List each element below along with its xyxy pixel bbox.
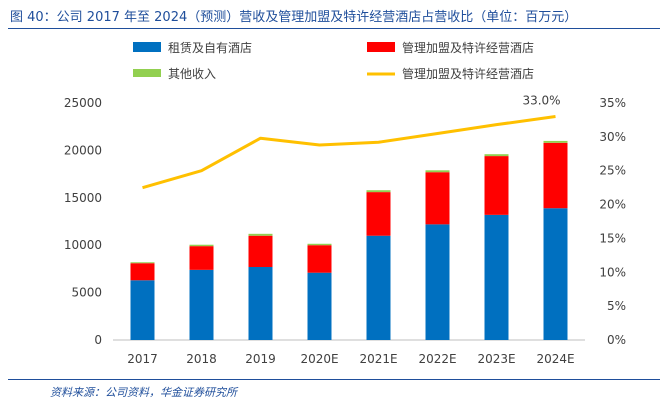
left-axis-tick-label: 20000: [64, 143, 102, 157]
bar-managed: [484, 156, 509, 215]
bar-other: [130, 262, 155, 264]
bar-leased: [543, 208, 568, 340]
bar-leased: [307, 272, 332, 340]
bar-managed: [425, 172, 450, 225]
bar-managed: [189, 246, 214, 270]
bar-other: [248, 233, 273, 236]
bar-managed: [543, 142, 568, 209]
source-note: 资料来源：公司资料，华金证券研究所: [50, 386, 237, 399]
x-axis-tick-label: 2019: [245, 352, 276, 366]
left-axis-tick-label: 15000: [64, 191, 102, 205]
left-axis-tick-label: 5000: [71, 286, 102, 300]
bar-managed: [248, 235, 273, 268]
ratio-line: [142, 115, 556, 190]
legend-swatch-other: [133, 69, 161, 77]
bar-other: [189, 244, 214, 247]
chart-title: 图 40：公司 2017 年至 2024（预测）营收及管理加盟及特许经营酒店占营…: [10, 10, 578, 25]
title-divider: [8, 28, 660, 29]
right-axis-tick-label: 35%: [599, 96, 626, 110]
bar-leased: [130, 280, 155, 340]
left-axis-tick-label: 0: [94, 333, 102, 347]
right-axis-tick-label: 20%: [599, 198, 626, 212]
bar-leased: [248, 267, 273, 340]
bar-managed: [366, 192, 391, 236]
x-axis-tick-label: 2021E: [359, 352, 397, 366]
bar-leased: [425, 224, 450, 340]
x-axis-tick-label: 2020E: [300, 352, 338, 366]
x-axis-tick-label: 2022E: [418, 352, 456, 366]
x-axis-tick-label: 2018: [186, 352, 217, 366]
right-axis-tick-label: 30%: [599, 130, 626, 144]
x-axis-tick-label: 2017: [127, 352, 158, 366]
bar-leased: [189, 269, 214, 340]
bar-other: [366, 190, 391, 193]
right-axis-tick-label: 10%: [599, 265, 626, 279]
left-axis-tick-label: 10000: [64, 238, 102, 252]
x-axis-tick-label: 2024E: [536, 352, 574, 366]
right-axis-tick-label: 0%: [607, 333, 626, 347]
bar-other: [425, 170, 450, 173]
left-axis-tick-label: 25000: [64, 96, 102, 110]
legend-label-leased: 租赁及自有酒店: [168, 41, 252, 55]
chart-marks: 0 5000 10000 15000 20000 25000 0% 5% 10% 15% 20% 25…: [64, 94, 626, 366]
legend-swatch-managed: [367, 42, 395, 52]
bar-managed: [307, 245, 332, 273]
legend-label-managed: 管理加盟及特许经营酒店: [402, 40, 534, 55]
bar-managed: [130, 263, 155, 281]
bar-other: [543, 140, 568, 143]
bar-leased: [484, 214, 509, 340]
data-label: 33.0%: [522, 94, 560, 108]
source-divider: [8, 379, 660, 380]
legend: 租赁及自有酒店 管理加盟及特许经营酒店 其他收入 管理加盟及特许经营酒店: [133, 40, 534, 81]
bar-other: [307, 243, 332, 246]
bar-leased: [366, 235, 391, 340]
bar-other: [484, 154, 509, 157]
legend-label-other: 其他收入: [168, 67, 216, 81]
right-axis-tick-label: 5%: [607, 299, 626, 313]
right-axis-tick-label: 25%: [599, 164, 626, 178]
legend-swatch-leased: [133, 42, 161, 52]
right-axis-tick-label: 15%: [599, 231, 626, 245]
x-axis-tick-label: 2023E: [477, 352, 515, 366]
legend-label-ratio-line: 管理加盟及特许经营酒店: [402, 66, 534, 81]
